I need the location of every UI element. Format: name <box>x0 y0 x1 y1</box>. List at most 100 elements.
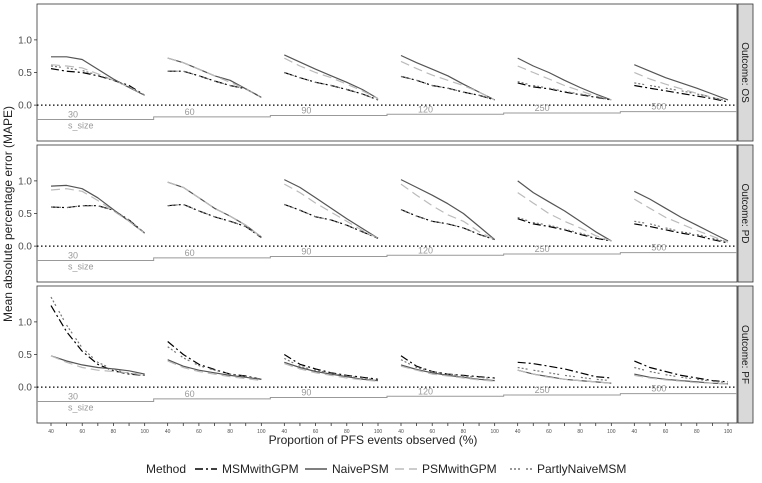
series-line <box>517 192 612 242</box>
x-tick-label: 100 <box>374 429 383 435</box>
panel-frame <box>36 3 738 142</box>
legend: Method MSMwithGPM NaivePSM PSMwithGPM Partly… <box>146 462 626 476</box>
facet-label: Outcome: OS <box>739 42 750 103</box>
series-line <box>284 357 379 381</box>
series-line <box>634 220 729 243</box>
sample-size-label: 500 <box>651 102 666 112</box>
series-line <box>284 71 379 101</box>
series-line <box>284 179 379 239</box>
x-tick-label: 40 <box>282 429 288 435</box>
series-line <box>50 64 145 96</box>
x-tick-label: 100 <box>724 429 733 435</box>
series-line <box>167 181 262 238</box>
series-line <box>400 75 495 101</box>
y-axis-label: Mean absolute percentage error (MAPE) <box>1 106 15 322</box>
s-size-label: s_size <box>68 402 94 412</box>
panels: Outcome: OS 0.0 0.5 1.0 30 60 90 120 250 500 s_siz… <box>18 3 754 424</box>
series-line <box>634 71 729 102</box>
x-tick-label: 40 <box>632 429 638 435</box>
y-tick-label: 0.0 <box>18 383 32 394</box>
x-tick-label: 60 <box>196 429 202 435</box>
y-tick-label: 1.0 <box>18 35 32 46</box>
x-tick-label: 80 <box>694 429 700 435</box>
series-line <box>284 361 379 382</box>
series-line <box>634 64 729 101</box>
sample-size-step-line <box>37 111 737 120</box>
series-line <box>284 203 379 239</box>
series-line <box>50 188 146 234</box>
s-size-label: s_size <box>68 120 94 130</box>
series-line <box>284 57 379 100</box>
sample-size-label: 250 <box>535 385 550 395</box>
series-line <box>517 81 612 101</box>
sample-size-label: 60 <box>185 107 195 117</box>
x-tick-label: 100 <box>140 429 149 435</box>
x-tick-label: 60 <box>546 429 552 435</box>
x-tick-label: 80 <box>577 429 583 435</box>
x-tick-label: 60 <box>429 429 435 435</box>
series-line <box>50 355 145 376</box>
series-line <box>50 296 145 376</box>
y-tick-label: 1.0 <box>18 176 32 187</box>
y-tick-label: 0.5 <box>18 68 32 79</box>
series-line <box>50 305 145 376</box>
series-line <box>284 363 379 382</box>
series-line <box>634 190 729 242</box>
sample-size-label: 250 <box>535 244 550 254</box>
legend-label: NaivePSM <box>332 462 389 476</box>
series-line <box>400 183 495 241</box>
facet-strip <box>737 144 754 283</box>
x-tick-label: 40 <box>48 429 54 435</box>
series-line <box>517 82 612 101</box>
sample-size-label: 90 <box>301 388 311 398</box>
sample-size-label: 500 <box>651 243 666 253</box>
series-line <box>167 57 262 98</box>
sample-size-label: 500 <box>651 384 666 394</box>
panel: Outcome: PD 0.0 0.5 1.0 30 60 90 120 250 500 s_siz… <box>18 144 754 283</box>
x-tick-label: 80 <box>227 429 233 435</box>
legend-label: MSMwithGPM <box>222 462 299 476</box>
sample-size-label: 60 <box>185 248 195 258</box>
series-line <box>517 180 612 242</box>
s-size-label: s_size <box>68 261 94 271</box>
x-axis-ticks: 40 60 80 100 40 60 80 100 40 60 80 100 40 60 80 100 40 60… <box>48 423 732 435</box>
series-line <box>517 65 612 101</box>
sample-size-label: 250 <box>535 103 550 113</box>
x-tick-label: 100 <box>607 429 616 435</box>
series-line <box>167 203 262 239</box>
sample-size-label: 120 <box>418 245 433 255</box>
sample-size-label: 90 <box>301 106 311 116</box>
sample-size-label: 30 <box>68 391 78 401</box>
series-line <box>517 369 612 384</box>
sample-size-label: 60 <box>185 389 195 399</box>
sample-size-label: 120 <box>418 104 433 114</box>
series-line <box>167 346 262 380</box>
x-tick-label: 60 <box>663 429 669 435</box>
series-line <box>400 359 495 380</box>
x-tick-label: 80 <box>344 429 350 435</box>
series-line <box>50 68 146 96</box>
series-line <box>400 365 495 382</box>
x-tick-label: 100 <box>257 429 266 435</box>
sample-size-label: 90 <box>301 247 311 257</box>
series-line <box>50 205 146 234</box>
y-tick-label: 1.0 <box>18 317 32 328</box>
series-line <box>284 183 379 239</box>
series-line <box>633 198 729 243</box>
facet-strip <box>737 3 754 142</box>
x-axis-label: Proportion of PFS events observed (%) <box>269 433 478 447</box>
sample-size-label: 30 <box>68 250 78 260</box>
y-tick-label: 0.0 <box>18 242 32 253</box>
series-line <box>400 54 495 101</box>
panel-frame <box>36 285 738 424</box>
series-line <box>167 70 262 98</box>
panel: Outcome: OS 0.0 0.5 1.0 30 60 90 120 250 500 s_siz… <box>18 3 754 142</box>
x-tick-label: 80 <box>111 429 117 435</box>
series-line <box>400 209 495 241</box>
series-line <box>517 57 612 101</box>
panel: Outcome: PF 0.0 0.5 1.0 30 60 90 120 250 500 s_siz… <box>18 285 754 424</box>
series-line <box>634 374 729 385</box>
legend-label: PSMwithGPM <box>422 462 497 476</box>
sample-size-label: 120 <box>418 386 433 396</box>
